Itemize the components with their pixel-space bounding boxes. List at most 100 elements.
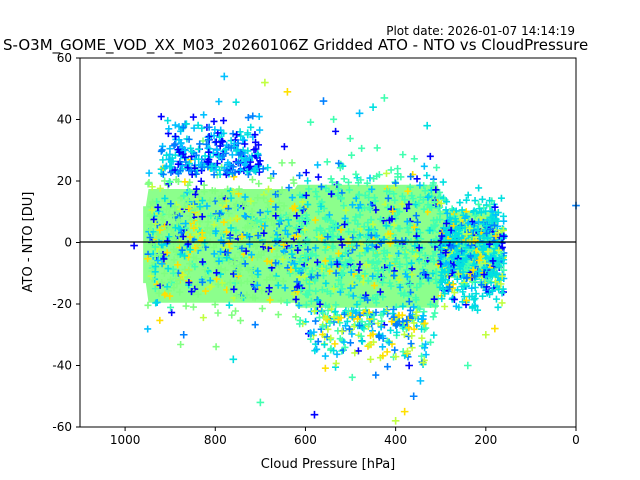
data-point	[314, 173, 322, 181]
data-point	[392, 353, 400, 361]
data-point	[200, 111, 208, 119]
data-point	[432, 302, 440, 310]
data-point	[338, 285, 346, 293]
data-point	[278, 159, 286, 167]
data-point	[330, 313, 338, 321]
y-tick-label: -60	[52, 420, 72, 434]
data-point	[186, 260, 194, 268]
data-point	[460, 283, 468, 291]
data-point	[207, 212, 215, 220]
data-point	[176, 250, 184, 258]
x-tick-label: 1000	[110, 433, 141, 447]
data-point	[171, 203, 179, 211]
data-point	[387, 166, 395, 174]
data-point	[296, 204, 304, 212]
data-point	[177, 140, 185, 148]
data-point	[452, 218, 460, 226]
data-point	[407, 259, 415, 267]
data-point	[330, 285, 338, 293]
data-point	[164, 237, 172, 245]
data-point	[167, 200, 175, 208]
data-point	[367, 231, 375, 239]
data-point	[168, 309, 176, 317]
data-point	[397, 289, 405, 297]
data-point	[478, 195, 486, 203]
data-point	[301, 226, 309, 234]
data-point	[320, 341, 328, 349]
data-point	[482, 207, 490, 215]
data-point	[145, 179, 153, 187]
data-point	[415, 199, 423, 207]
data-point	[292, 313, 300, 321]
data-point	[208, 162, 216, 170]
data-point	[200, 181, 208, 189]
data-point	[446, 283, 454, 291]
data-point	[327, 261, 335, 269]
data-point	[203, 140, 211, 148]
data-point	[185, 279, 193, 287]
data-point	[323, 333, 331, 341]
data-point	[161, 194, 169, 202]
data-point	[160, 269, 168, 277]
data-point	[164, 223, 172, 231]
data-point	[230, 285, 238, 293]
data-point	[233, 292, 241, 300]
data-point	[263, 241, 271, 249]
data-point	[263, 257, 271, 265]
data-point	[202, 287, 210, 295]
data-point	[350, 323, 358, 331]
data-point	[305, 185, 313, 193]
data-point	[278, 186, 286, 194]
data-point	[262, 215, 270, 223]
data-point	[436, 188, 444, 196]
data-point	[302, 258, 310, 266]
data-point	[329, 237, 337, 245]
data-point	[214, 309, 222, 317]
data-point	[151, 243, 159, 251]
data-point	[331, 340, 339, 348]
data-point	[466, 224, 474, 232]
data-point	[365, 226, 373, 234]
data-point	[340, 175, 348, 183]
data-point	[463, 265, 471, 273]
data-point	[153, 280, 161, 288]
data-point	[195, 193, 203, 201]
data-point	[216, 166, 224, 174]
data-point	[409, 392, 418, 401]
data-point	[248, 211, 256, 219]
data-point	[319, 323, 327, 331]
data-point	[357, 332, 365, 340]
data-point	[171, 121, 179, 129]
data-point	[377, 323, 385, 331]
data-point	[406, 183, 414, 191]
data-point	[462, 296, 470, 304]
y-tick-label: 40	[57, 113, 72, 127]
data-point	[254, 194, 262, 202]
data-point	[497, 194, 505, 202]
data-point	[455, 234, 463, 242]
data-point	[169, 269, 177, 277]
data-point	[186, 246, 194, 254]
data-point	[228, 151, 236, 159]
data-point	[280, 241, 288, 249]
data-point	[188, 171, 196, 179]
data-point	[498, 272, 506, 280]
data-point	[194, 290, 202, 298]
data-point	[172, 274, 180, 282]
data-point	[189, 303, 197, 311]
data-point	[272, 259, 280, 267]
data-point	[475, 184, 483, 192]
data-point	[432, 275, 440, 283]
data-point	[455, 270, 463, 278]
data-point	[395, 208, 403, 216]
data-point	[446, 213, 454, 221]
data-point	[371, 197, 379, 205]
data-point	[276, 262, 284, 270]
data-point	[144, 180, 152, 188]
data-point	[372, 237, 380, 245]
data-point	[236, 248, 244, 256]
data-point	[252, 167, 260, 175]
data-point	[383, 187, 391, 195]
data-point	[256, 126, 264, 134]
data-point	[241, 193, 249, 201]
